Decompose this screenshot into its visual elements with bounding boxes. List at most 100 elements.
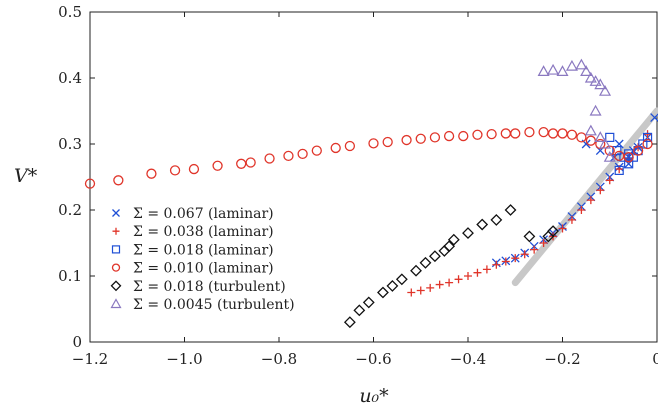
x-tick-label: 0 bbox=[652, 350, 658, 368]
data-point bbox=[476, 218, 489, 231]
data-point bbox=[584, 124, 597, 136]
data-point bbox=[264, 153, 275, 164]
legend-entry: Σ = 0.010 (laminar) bbox=[111, 261, 274, 277]
data-point bbox=[539, 239, 548, 247]
data-point bbox=[504, 204, 517, 216]
data-point bbox=[594, 131, 607, 142]
legend: Σ = 0.067 (laminar) Σ = 0.038 (laminar) Σ … bbox=[110, 206, 295, 313]
data-point bbox=[650, 113, 658, 123]
data-point bbox=[245, 157, 256, 168]
legend-marker bbox=[110, 298, 122, 309]
data-point bbox=[584, 71, 597, 83]
legend-marker bbox=[111, 245, 121, 254]
legend-label: Σ = 0.0045 (turbulent) bbox=[133, 297, 295, 313]
y-axis-label: V* bbox=[14, 165, 38, 187]
data-point bbox=[501, 257, 510, 266]
data-point bbox=[283, 150, 294, 162]
data-point bbox=[212, 160, 223, 171]
data-point bbox=[473, 268, 482, 277]
legend-entry: Σ = 0.038 (laminar) bbox=[112, 224, 274, 240]
data-point bbox=[556, 65, 569, 76]
data-point bbox=[445, 278, 454, 287]
data-point bbox=[511, 254, 520, 263]
data-point bbox=[236, 158, 247, 169]
data-point bbox=[599, 137, 612, 149]
data-point bbox=[530, 245, 539, 254]
series-5-points bbox=[537, 58, 616, 162]
data-point bbox=[362, 296, 375, 309]
data-point bbox=[454, 275, 463, 284]
legend-label: Σ = 0.018 (turbulent) bbox=[133, 279, 286, 295]
x-axis-label: u₀* bbox=[359, 385, 389, 407]
y-tick-label: 0.4 bbox=[58, 69, 82, 87]
data-point bbox=[311, 145, 322, 156]
data-point bbox=[567, 215, 576, 224]
data-point bbox=[643, 130, 652, 139]
legend-entry: Σ = 0.018 (turbulent) bbox=[110, 279, 286, 295]
data-point bbox=[447, 233, 460, 246]
data-point bbox=[558, 224, 567, 233]
data-point bbox=[547, 128, 559, 139]
data-point bbox=[605, 176, 614, 185]
data-point bbox=[353, 304, 366, 317]
data-point bbox=[604, 145, 615, 156]
series-4-points bbox=[343, 204, 559, 329]
data-point bbox=[407, 288, 416, 297]
data-point bbox=[386, 279, 399, 292]
data-point bbox=[382, 136, 393, 148]
data-point bbox=[458, 130, 469, 142]
data-point bbox=[524, 126, 535, 138]
data-point bbox=[628, 152, 638, 162]
axis-ticks-layer: −1.2 −1.0 −0.8 −0.6 −0.4 −0.2 0 0 0.1 0.2 0.3 0.4 0.… bbox=[58, 3, 658, 368]
x-tick-label: −1.0 bbox=[166, 350, 202, 368]
data-point bbox=[443, 130, 455, 142]
data-point bbox=[580, 65, 593, 76]
data-point bbox=[612, 146, 622, 156]
legend-entry: Σ = 0.067 (laminar) bbox=[112, 206, 274, 222]
data-point bbox=[377, 286, 389, 299]
x-tick-label: −1.2 bbox=[72, 350, 108, 368]
reference-line bbox=[511, 107, 658, 287]
data-point bbox=[585, 135, 596, 146]
data-point bbox=[603, 150, 616, 162]
data-point bbox=[84, 178, 96, 189]
data-point bbox=[619, 152, 629, 162]
legend-label: Σ = 0.018 (laminar) bbox=[133, 242, 274, 258]
data-point bbox=[538, 126, 549, 138]
data-point bbox=[368, 138, 379, 149]
data-point bbox=[113, 175, 124, 186]
data-point bbox=[188, 163, 200, 175]
legend-marker bbox=[112, 209, 120, 217]
data-point bbox=[642, 132, 653, 142]
data-point bbox=[492, 260, 501, 269]
data-point bbox=[586, 196, 595, 205]
data-point bbox=[537, 65, 550, 76]
series-1-points bbox=[407, 130, 652, 297]
data-point bbox=[435, 280, 444, 289]
data-point bbox=[415, 133, 426, 144]
data-point bbox=[490, 213, 503, 226]
data-point bbox=[419, 256, 432, 269]
data-point bbox=[589, 75, 602, 86]
data-point bbox=[623, 152, 634, 163]
data-point bbox=[462, 227, 474, 240]
data-point bbox=[520, 250, 529, 259]
data-point bbox=[429, 250, 441, 263]
y-tick-label: 0.1 bbox=[58, 267, 82, 285]
data-points-layer bbox=[84, 58, 658, 329]
x-tick-label: −0.4 bbox=[450, 350, 486, 368]
data-point bbox=[566, 129, 578, 140]
data-point bbox=[443, 240, 456, 253]
data-point bbox=[146, 168, 157, 179]
y-tick-label: 0 bbox=[72, 333, 82, 351]
x-tick-label: −0.8 bbox=[261, 350, 297, 368]
data-point bbox=[565, 59, 578, 71]
data-point bbox=[169, 165, 181, 176]
data-point bbox=[297, 148, 308, 160]
data-point bbox=[576, 132, 587, 143]
reference-line-layer bbox=[511, 107, 658, 287]
data-point bbox=[401, 134, 412, 146]
data-point bbox=[605, 132, 615, 142]
legend-label: Σ = 0.038 (laminar) bbox=[133, 224, 274, 240]
